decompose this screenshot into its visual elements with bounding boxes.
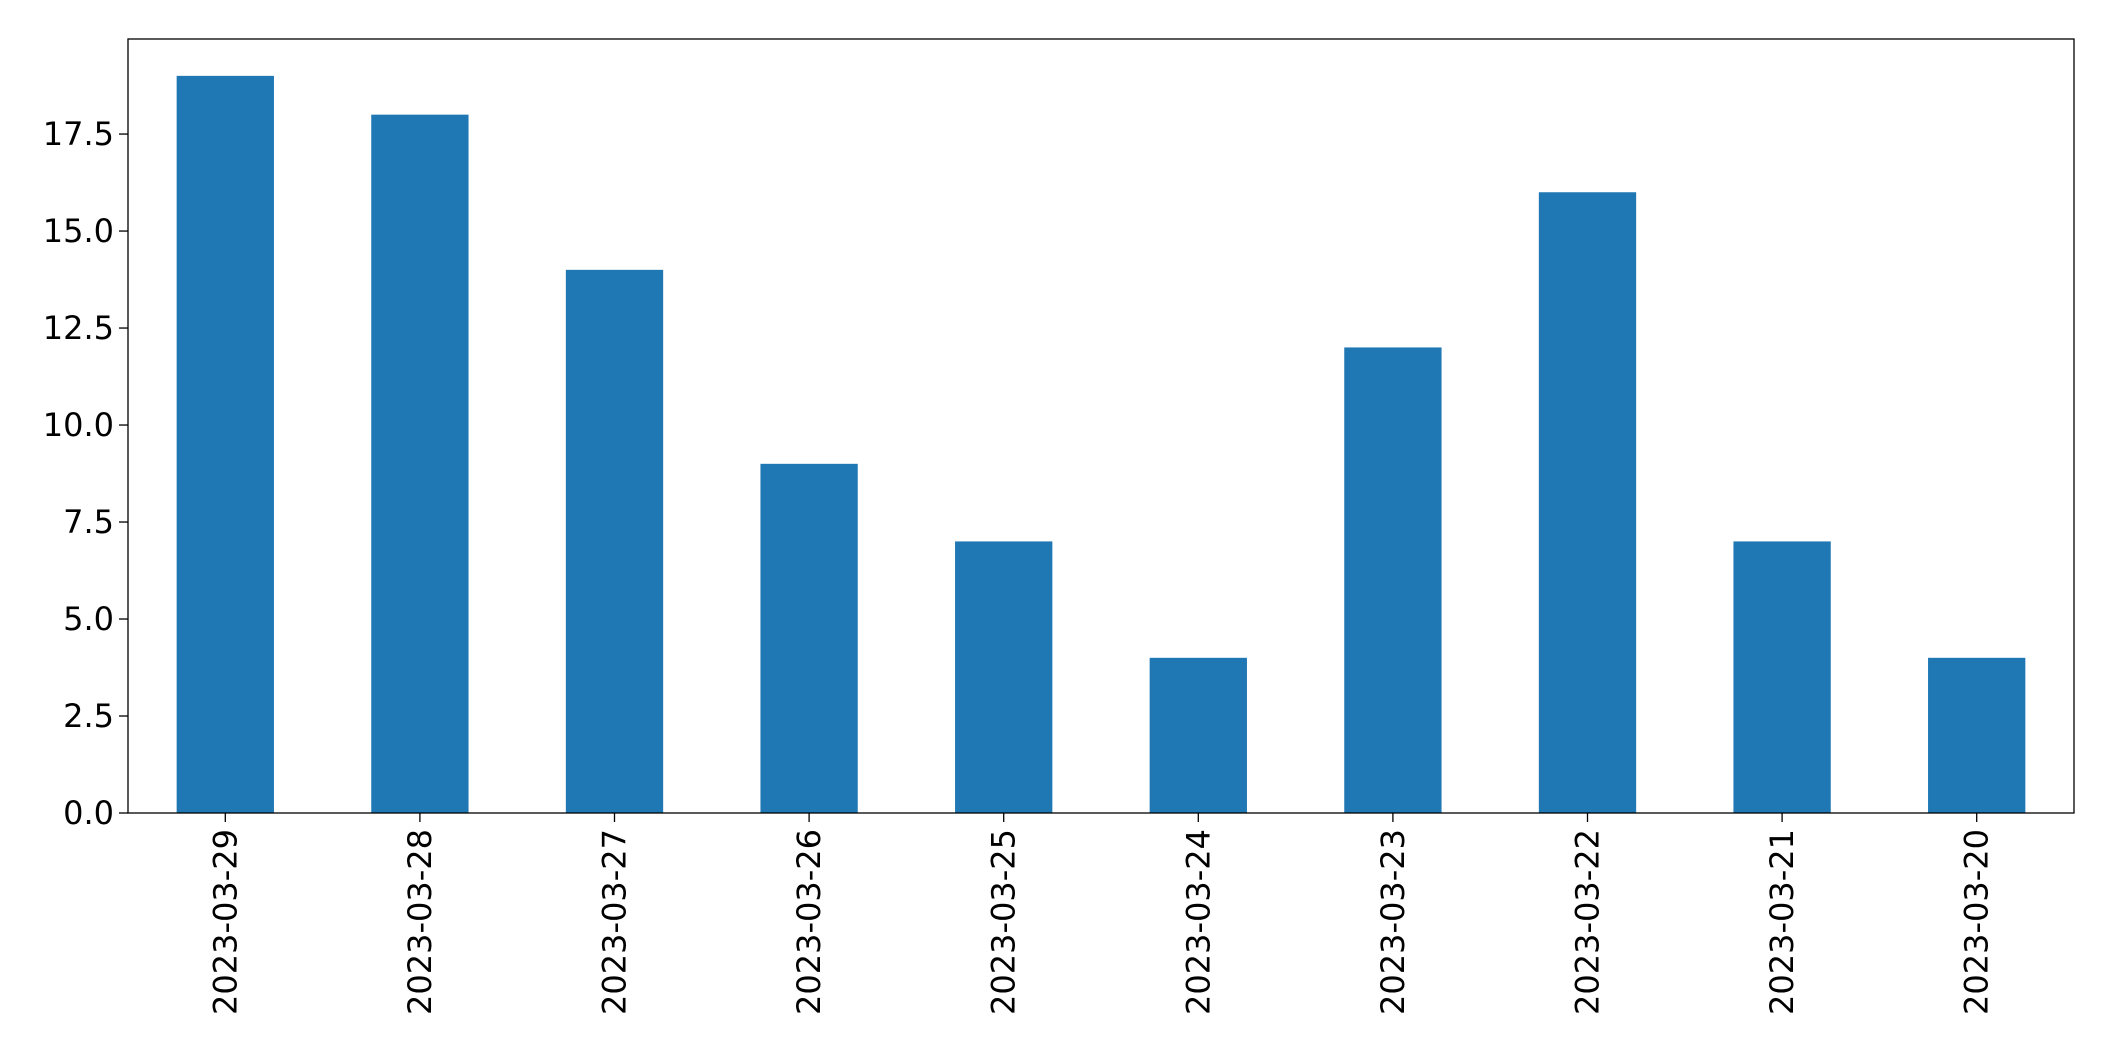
x-tick-label: 2023-03-27: [596, 829, 634, 1015]
x-tick-label: 2023-03-23: [1374, 829, 1412, 1015]
bar: [176, 75, 274, 814]
bar: [1149, 657, 1247, 813]
x-tick-label: 2023-03-29: [206, 829, 244, 1015]
x-tick-label: 2023-03-26: [790, 829, 828, 1015]
y-tick-label: 15.0: [43, 212, 114, 250]
y-tick-label: 12.5: [43, 309, 114, 347]
x-tick-label: 2023-03-22: [1569, 829, 1607, 1015]
bar: [760, 463, 858, 813]
y-tick-label: 5.0: [63, 600, 114, 638]
bar: [1733, 541, 1831, 813]
x-tick-label: 2023-03-21: [1763, 829, 1801, 1015]
y-tick-label: 2.5: [63, 697, 114, 735]
bar: [1538, 192, 1637, 814]
y-tick-label: 7.5: [63, 503, 114, 541]
x-tick-label: 2023-03-25: [985, 829, 1023, 1015]
x-tick-label: 2023-03-28: [401, 829, 439, 1015]
y-tick-label: 10.0: [43, 406, 114, 444]
plot-frame: [127, 38, 2075, 814]
bar: [371, 114, 469, 814]
x-tick-label: 2023-03-20: [1958, 829, 1996, 1015]
y-tick-label: 17.5: [43, 115, 114, 153]
bar: [1344, 347, 1442, 813]
y-tick-label: 0.0: [63, 794, 114, 832]
bar: [955, 541, 1053, 813]
x-tick-label: 2023-03-24: [1179, 829, 1217, 1015]
bar: [565, 269, 664, 813]
bar: [1928, 657, 2026, 813]
